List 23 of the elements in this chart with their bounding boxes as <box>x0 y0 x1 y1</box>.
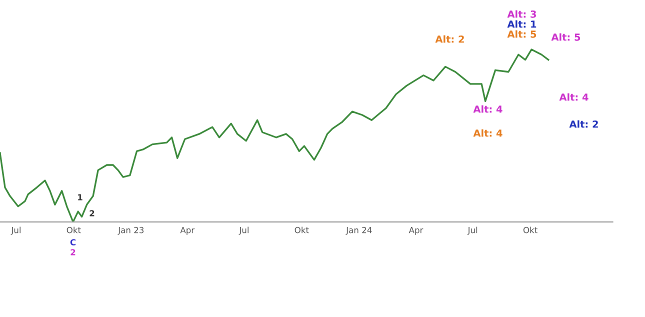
x-tick-label: Apr <box>408 227 424 235</box>
text: Alt: 5 <box>551 33 580 41</box>
text: Alt: 5 <box>507 30 536 38</box>
x-tick-label: Okt <box>294 226 309 234</box>
text: Alt: 1 <box>507 20 536 28</box>
annotation: Alt: 4 <box>473 105 502 113</box>
annotation: 2 <box>90 210 94 216</box>
x-tick-label: Okt <box>523 226 538 234</box>
x-tick-label: Jul <box>10 226 20 235</box>
annotation: Alt: 4 <box>473 129 502 137</box>
x-tick-label: Okt <box>66 226 81 234</box>
text: 2 <box>70 249 76 256</box>
x-tick-label: Jul <box>238 226 248 235</box>
text: C <box>70 239 76 246</box>
text: Alt: 2 <box>435 35 464 43</box>
annotation: Alt: 2 <box>569 120 598 128</box>
x-tick-label: Jan 23 <box>118 226 144 235</box>
x-tick-label: Jul <box>467 226 478 235</box>
x-tick-label: Apr <box>180 227 195 235</box>
x-tick-label: Jan 24 <box>346 226 372 235</box>
annotation: Alt: 4 <box>559 93 588 101</box>
text: Alt: 3 <box>507 10 536 18</box>
annotation: 1 <box>78 194 82 200</box>
